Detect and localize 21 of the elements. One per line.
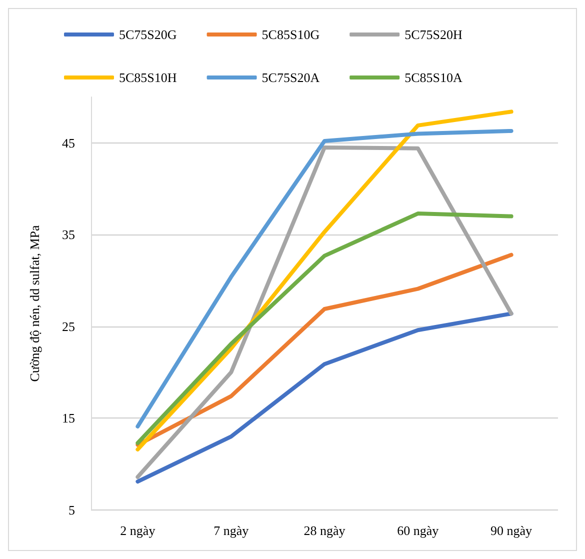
legend-label: 5C85S10G: [262, 27, 320, 42]
line-series: [136, 212, 514, 445]
legend-label: 5C75S20H: [404, 27, 462, 42]
line-series: [136, 312, 514, 484]
y-tick-label: 25: [62, 318, 75, 334]
y-axis-title: Cường độ nén, dd sulfat, MPa: [27, 225, 42, 382]
legend-label: 5C75S20A: [262, 70, 320, 85]
x-tick-label: 7 ngày: [214, 523, 250, 538]
line-series: [136, 145, 514, 479]
legend-label: 5C85S10H: [119, 70, 177, 85]
line-series: [136, 252, 514, 447]
x-tick-label: 90 ngày: [490, 523, 533, 538]
x-tick-label: 28 ngày: [304, 523, 346, 538]
x-tick-label: 60 ngày: [397, 523, 440, 538]
y-tick-label: 35: [62, 227, 75, 242]
y-tick-label: 45: [62, 135, 75, 150]
y-tick-label: 5: [68, 502, 75, 518]
legend-label: 5C75S20G: [119, 27, 177, 42]
legend-label: 5C85S10A: [404, 70, 463, 85]
x-tick-label: 2 ngày: [120, 523, 156, 538]
y-tick-label: 15: [62, 410, 75, 426]
